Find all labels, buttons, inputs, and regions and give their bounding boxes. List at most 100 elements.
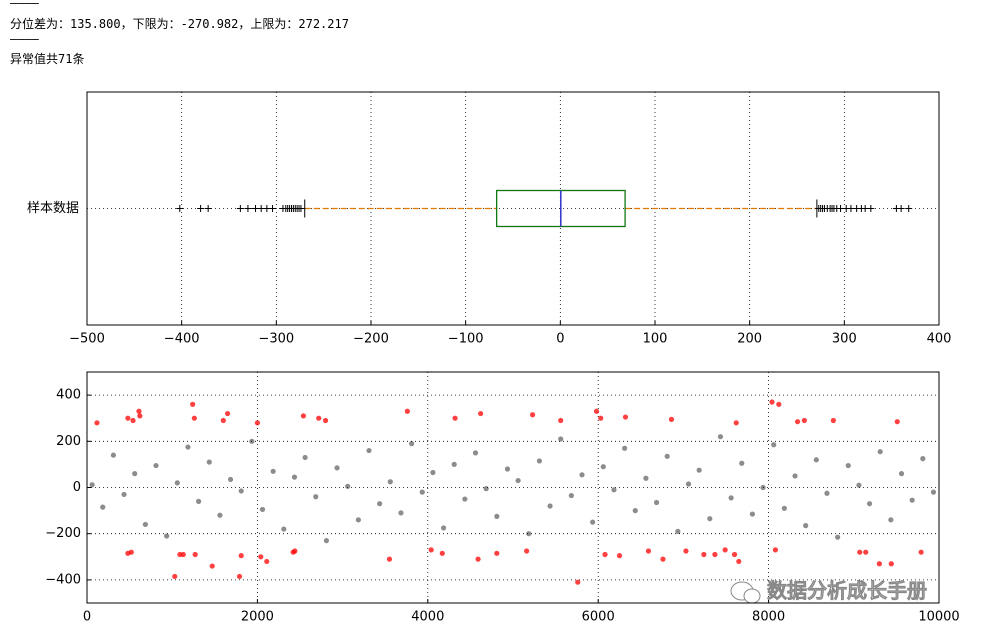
point bbox=[386, 556, 393, 562]
point bbox=[909, 497, 915, 503]
point bbox=[707, 516, 713, 522]
point bbox=[558, 436, 564, 442]
point bbox=[164, 533, 170, 539]
flier bbox=[176, 205, 184, 212]
point bbox=[524, 548, 530, 554]
point bbox=[504, 466, 511, 472]
point bbox=[462, 496, 468, 502]
point bbox=[733, 420, 739, 426]
point bbox=[675, 528, 681, 534]
point bbox=[89, 482, 95, 488]
point bbox=[712, 551, 718, 558]
point bbox=[125, 415, 131, 421]
point bbox=[172, 573, 178, 580]
point bbox=[685, 481, 692, 487]
output-line: ———— bbox=[10, 32, 39, 46]
point bbox=[769, 399, 775, 405]
x-tick-label: −500 bbox=[69, 332, 105, 347]
point bbox=[451, 461, 457, 467]
point bbox=[835, 534, 841, 540]
flier bbox=[244, 205, 252, 212]
point bbox=[731, 551, 738, 558]
point bbox=[270, 468, 276, 474]
point bbox=[100, 504, 106, 510]
y-tick-label: −400 bbox=[45, 572, 81, 587]
point bbox=[739, 460, 745, 466]
point bbox=[387, 479, 393, 485]
point bbox=[377, 501, 383, 507]
point bbox=[771, 442, 777, 448]
flier bbox=[204, 205, 212, 212]
point bbox=[355, 517, 361, 523]
y-tick-label: 400 bbox=[56, 388, 81, 403]
point bbox=[475, 556, 481, 562]
point bbox=[600, 464, 606, 470]
point bbox=[191, 415, 197, 421]
point bbox=[643, 475, 649, 481]
flier bbox=[269, 205, 277, 212]
point bbox=[888, 517, 894, 523]
point bbox=[801, 417, 807, 424]
x-tick-label: −200 bbox=[353, 332, 389, 347]
x-tick-label: 0 bbox=[83, 610, 91, 625]
x-tick-label: 6000 bbox=[582, 610, 615, 625]
point bbox=[856, 482, 862, 488]
y-tick-label: 样本数据 bbox=[27, 201, 79, 216]
point bbox=[110, 452, 117, 458]
point bbox=[616, 553, 623, 559]
point bbox=[717, 434, 724, 440]
point bbox=[918, 549, 924, 555]
point bbox=[728, 495, 734, 501]
x-tick-label: 200 bbox=[737, 332, 762, 347]
point bbox=[830, 417, 836, 424]
x-tick-label: 8000 bbox=[752, 610, 785, 625]
point bbox=[547, 503, 553, 509]
y-tick-label: 200 bbox=[56, 434, 81, 449]
point bbox=[683, 548, 689, 554]
point bbox=[185, 444, 191, 450]
x-tick-label: −400 bbox=[164, 332, 200, 347]
point bbox=[792, 473, 798, 479]
point bbox=[622, 414, 629, 420]
point bbox=[132, 471, 138, 477]
point bbox=[863, 549, 869, 555]
point bbox=[180, 551, 186, 558]
point bbox=[419, 489, 425, 495]
point bbox=[281, 526, 287, 532]
watermark-icon bbox=[730, 581, 761, 604]
point bbox=[483, 486, 489, 492]
point bbox=[313, 494, 319, 500]
point bbox=[866, 501, 873, 507]
point bbox=[452, 415, 458, 421]
point bbox=[136, 408, 142, 414]
y-tick-label: 0 bbox=[73, 480, 81, 495]
point bbox=[174, 480, 180, 486]
point bbox=[529, 412, 536, 418]
x-tick-label: 2000 bbox=[241, 610, 274, 625]
flier bbox=[197, 205, 205, 212]
point bbox=[258, 554, 264, 560]
point bbox=[494, 513, 500, 519]
x-tick-label: 0 bbox=[556, 332, 564, 347]
point bbox=[696, 467, 702, 473]
flier bbox=[236, 205, 244, 212]
output-line: 异常值共71条 bbox=[10, 52, 85, 66]
flier bbox=[897, 205, 905, 212]
point bbox=[398, 510, 404, 516]
point bbox=[404, 408, 410, 414]
point bbox=[142, 521, 148, 528]
point bbox=[653, 499, 660, 506]
point bbox=[196, 498, 202, 504]
point bbox=[190, 401, 196, 407]
point bbox=[121, 491, 127, 498]
point bbox=[602, 551, 608, 558]
point bbox=[749, 511, 756, 517]
point bbox=[845, 462, 851, 469]
point bbox=[224, 410, 231, 417]
point bbox=[254, 420, 260, 426]
point bbox=[579, 472, 585, 478]
point bbox=[877, 449, 883, 455]
point bbox=[622, 445, 628, 451]
point bbox=[590, 519, 596, 525]
